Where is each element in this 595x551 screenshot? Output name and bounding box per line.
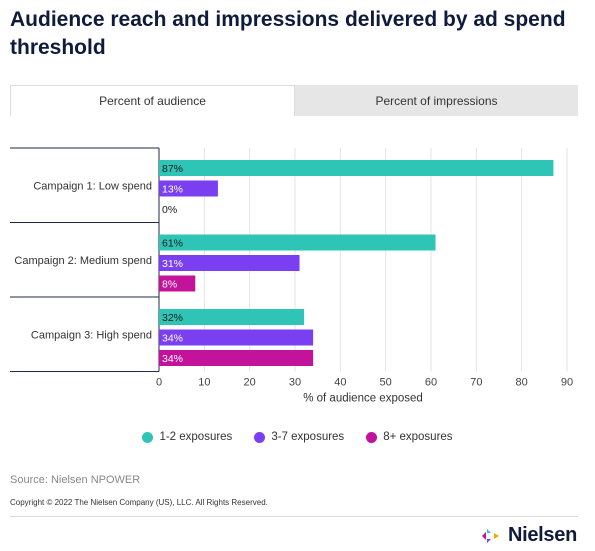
data-label: 8% xyxy=(162,279,177,291)
bar xyxy=(159,234,436,251)
legend-label: 8+ exposures xyxy=(383,431,453,443)
legend-item-1-2-exposures[interactable]: 1-2 exposures xyxy=(142,431,232,443)
legend-label: 1-2 exposures xyxy=(159,431,233,443)
x-tick-label: 10 xyxy=(198,377,210,389)
bar xyxy=(159,309,305,325)
source-note: Source: Nielsen NPOWER xyxy=(10,474,141,486)
data-label: 31% xyxy=(162,258,183,270)
chart-title: Audience reach and impressions delivered… xyxy=(10,8,566,59)
x-tick-label: 50 xyxy=(380,377,392,389)
legend-swatch xyxy=(366,431,378,443)
data-label: 61% xyxy=(162,238,183,250)
bar xyxy=(159,160,554,176)
category-label: Campaign 1: Low spend xyxy=(33,180,152,192)
tab-percent-of-impressions[interactable]: Percent of impressions xyxy=(375,93,498,108)
data-label: 34% xyxy=(162,333,183,345)
legend-item-8-plus-exposures[interactable]: 8+ exposures xyxy=(366,431,453,443)
x-tick-label: 40 xyxy=(334,377,346,389)
x-tick-label: 0 xyxy=(156,377,162,389)
data-label: 87% xyxy=(162,163,183,175)
legend-item-3-7-exposures[interactable]: 3-7 exposures xyxy=(254,431,344,443)
data-label: 0% xyxy=(162,204,177,216)
data-label: 13% xyxy=(162,184,183,196)
tab-percent-of-audience[interactable]: Percent of audience xyxy=(10,85,295,116)
data-label: 32% xyxy=(162,312,183,324)
bar xyxy=(159,275,196,292)
nielsen-logo: Nielsen xyxy=(481,524,577,547)
x-tick-label: 60 xyxy=(425,377,437,389)
bar-chart: 0 10 20 30 40 50 60 70 80 90 Campaign 1: Low spend… xyxy=(10,147,573,405)
x-tick-label: 90 xyxy=(561,377,573,389)
x-tick-label: 20 xyxy=(244,377,256,389)
x-axis-label: % of audience exposed xyxy=(303,393,423,405)
bar xyxy=(159,350,314,366)
nielsen-logo-icon xyxy=(481,528,499,543)
legend-label: 3-7 exposures xyxy=(271,431,345,443)
tab-bar: Percent of audience Percent of impressio… xyxy=(10,85,578,116)
data-label: 34% xyxy=(162,353,183,365)
x-tick-label: 80 xyxy=(516,377,528,389)
bar xyxy=(159,329,314,346)
footer-divider xyxy=(10,516,578,517)
x-tick-label: 30 xyxy=(289,377,301,389)
copyright-note: Copyright © 2022 The Nielsen Company (US… xyxy=(10,498,268,507)
bar xyxy=(159,255,300,271)
category-label: Campaign 2: Medium spend xyxy=(14,255,152,267)
legend-swatch xyxy=(254,431,266,443)
bar xyxy=(159,180,218,197)
x-tick-label: 70 xyxy=(470,377,482,389)
logo-text: Nielsen xyxy=(507,524,577,546)
legend-swatch xyxy=(142,431,154,443)
category-label: Campaign 3: High spend xyxy=(31,329,152,341)
legend: 1-2 exposures 3-7 exposures 8+ exposures xyxy=(0,431,595,443)
